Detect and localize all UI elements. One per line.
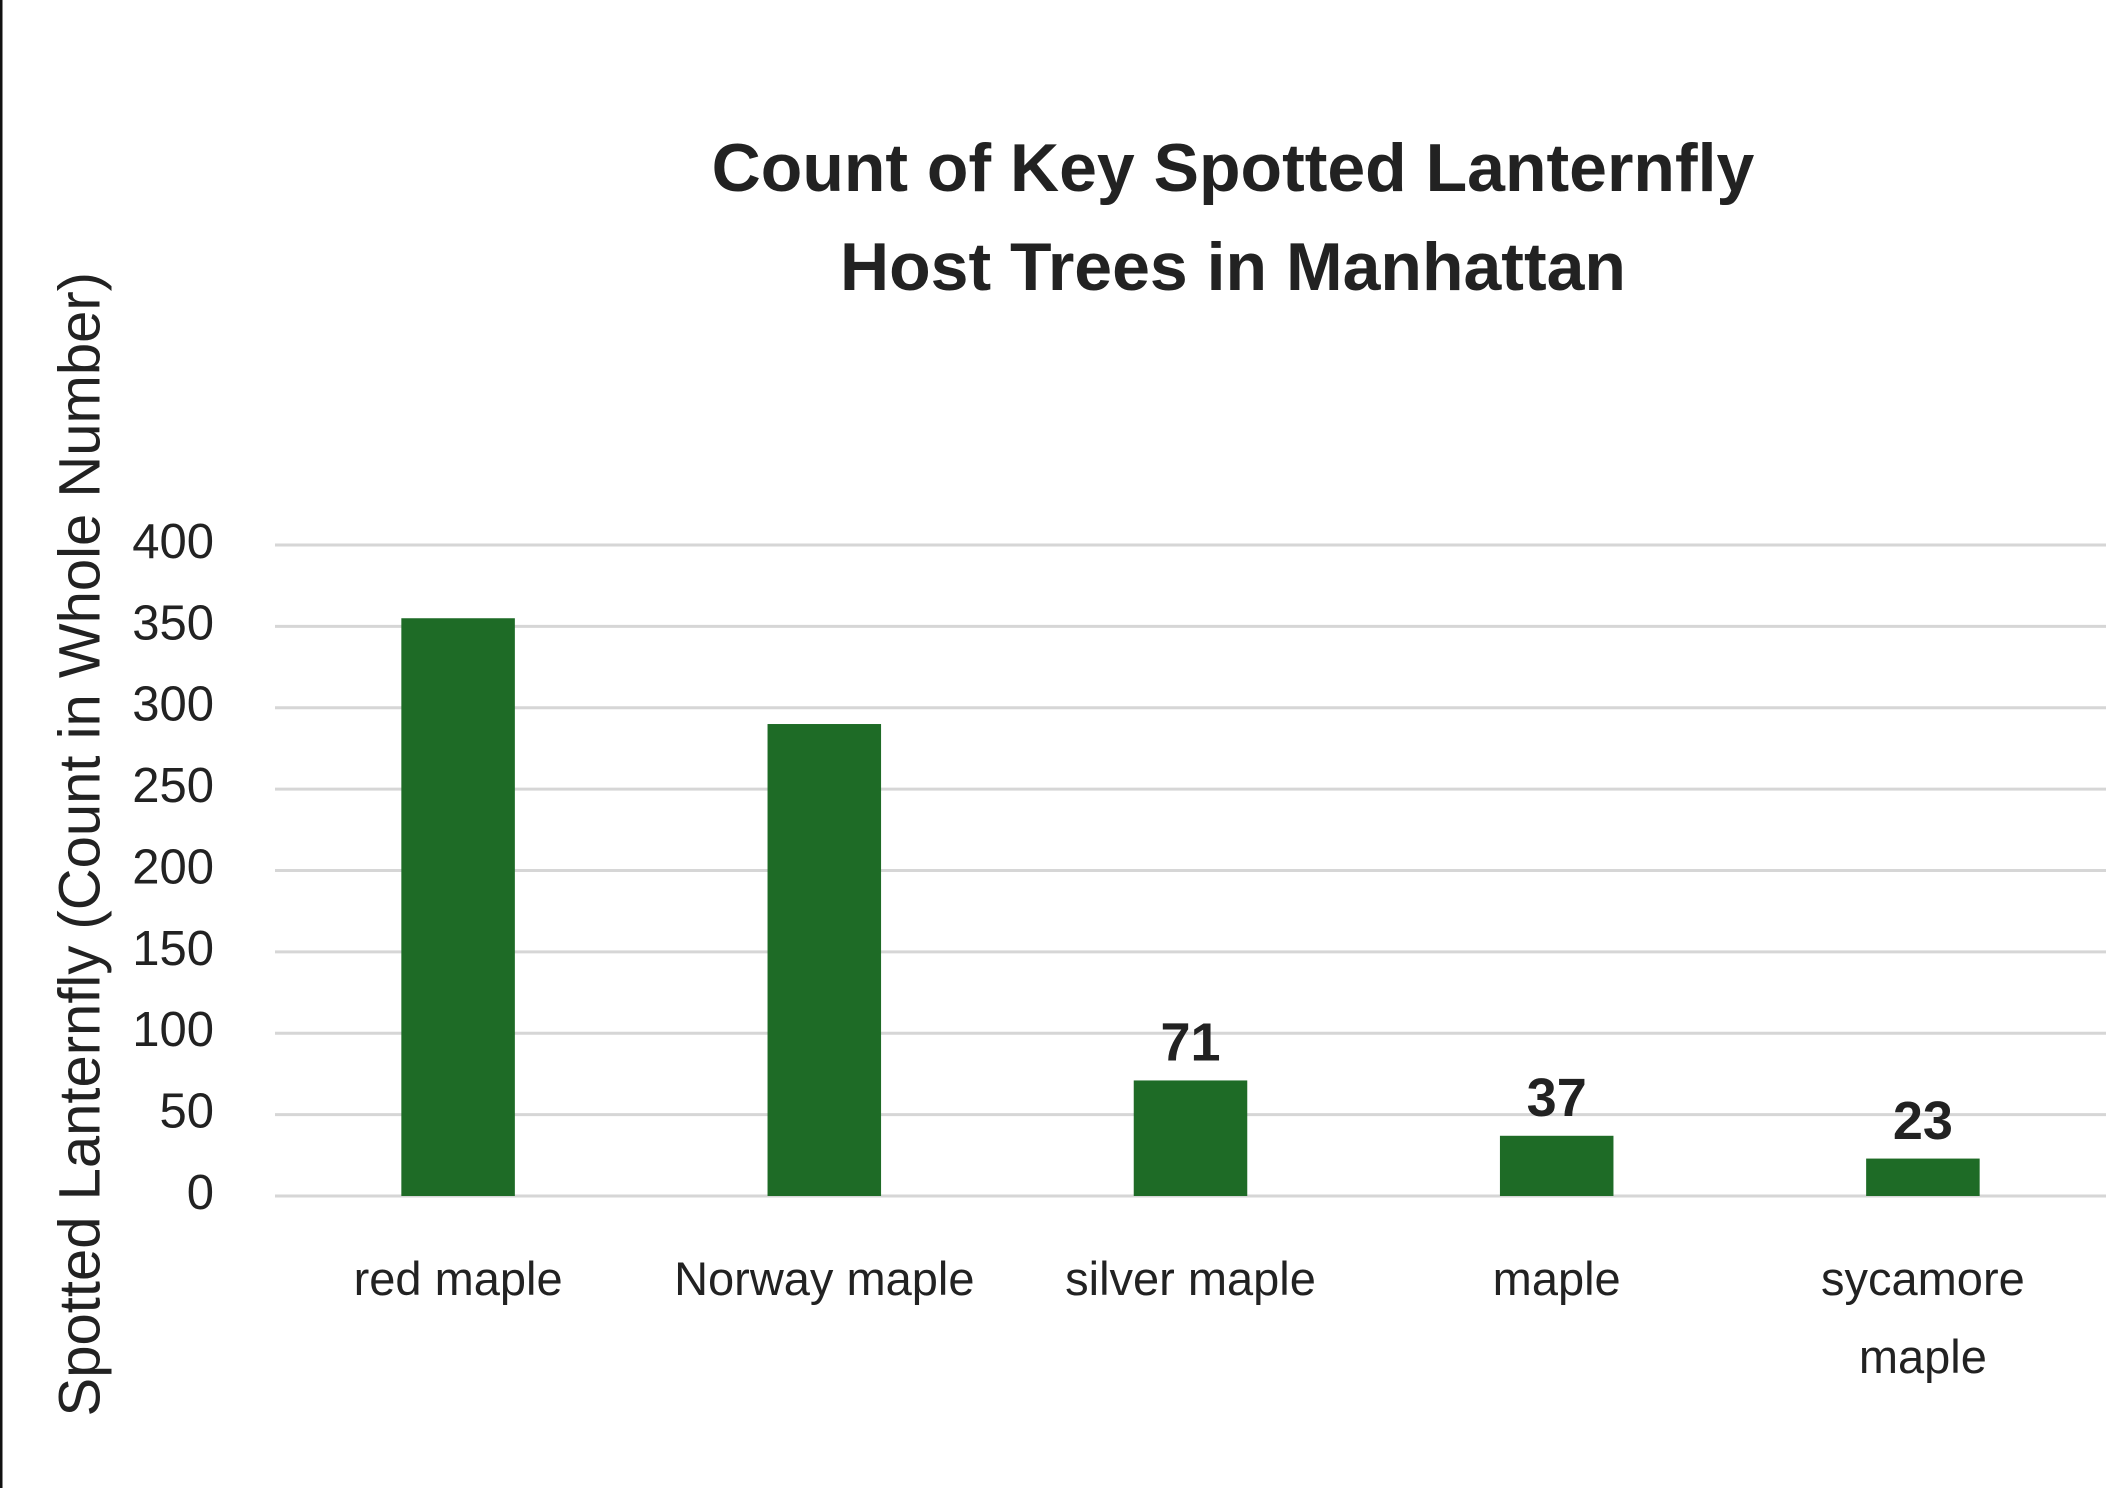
y-tick-label: 100: [132, 1003, 214, 1057]
bar: [767, 724, 882, 1196]
y-tick-label: 250: [132, 759, 214, 813]
data-label: 37: [1527, 1068, 1587, 1128]
chart-title: Count of Key Spotted Lanternfly Host Tree…: [712, 130, 1755, 305]
y-tick-label: 200: [132, 840, 214, 894]
y-tick-label: 0: [187, 1166, 214, 1220]
bar: [401, 618, 515, 1196]
x-tick-label: Norway maple: [674, 1252, 975, 1305]
y-tick-label: 300: [132, 678, 214, 732]
y-tick-label: 50: [159, 1085, 214, 1139]
x-tick-label: sycamore maple: [1821, 1252, 2025, 1383]
x-tick-label: red maple: [353, 1252, 563, 1305]
data-label: 71: [1160, 1013, 1220, 1073]
x-tick-label: silver maple: [1065, 1252, 1316, 1305]
y-tick-label: 150: [132, 922, 214, 976]
bar: [1866, 1158, 1980, 1196]
y-tick-label: 400: [132, 515, 214, 569]
y-axis-label: Spotted Lanternfly (Count in Whole Numbe…: [47, 272, 112, 1416]
y-tick-label: 350: [132, 596, 214, 650]
bar: [1133, 1080, 1248, 1196]
x-tick-label: maple: [1492, 1252, 1621, 1305]
data-label: 23: [1893, 1091, 1953, 1151]
bar: [1499, 1135, 1614, 1196]
